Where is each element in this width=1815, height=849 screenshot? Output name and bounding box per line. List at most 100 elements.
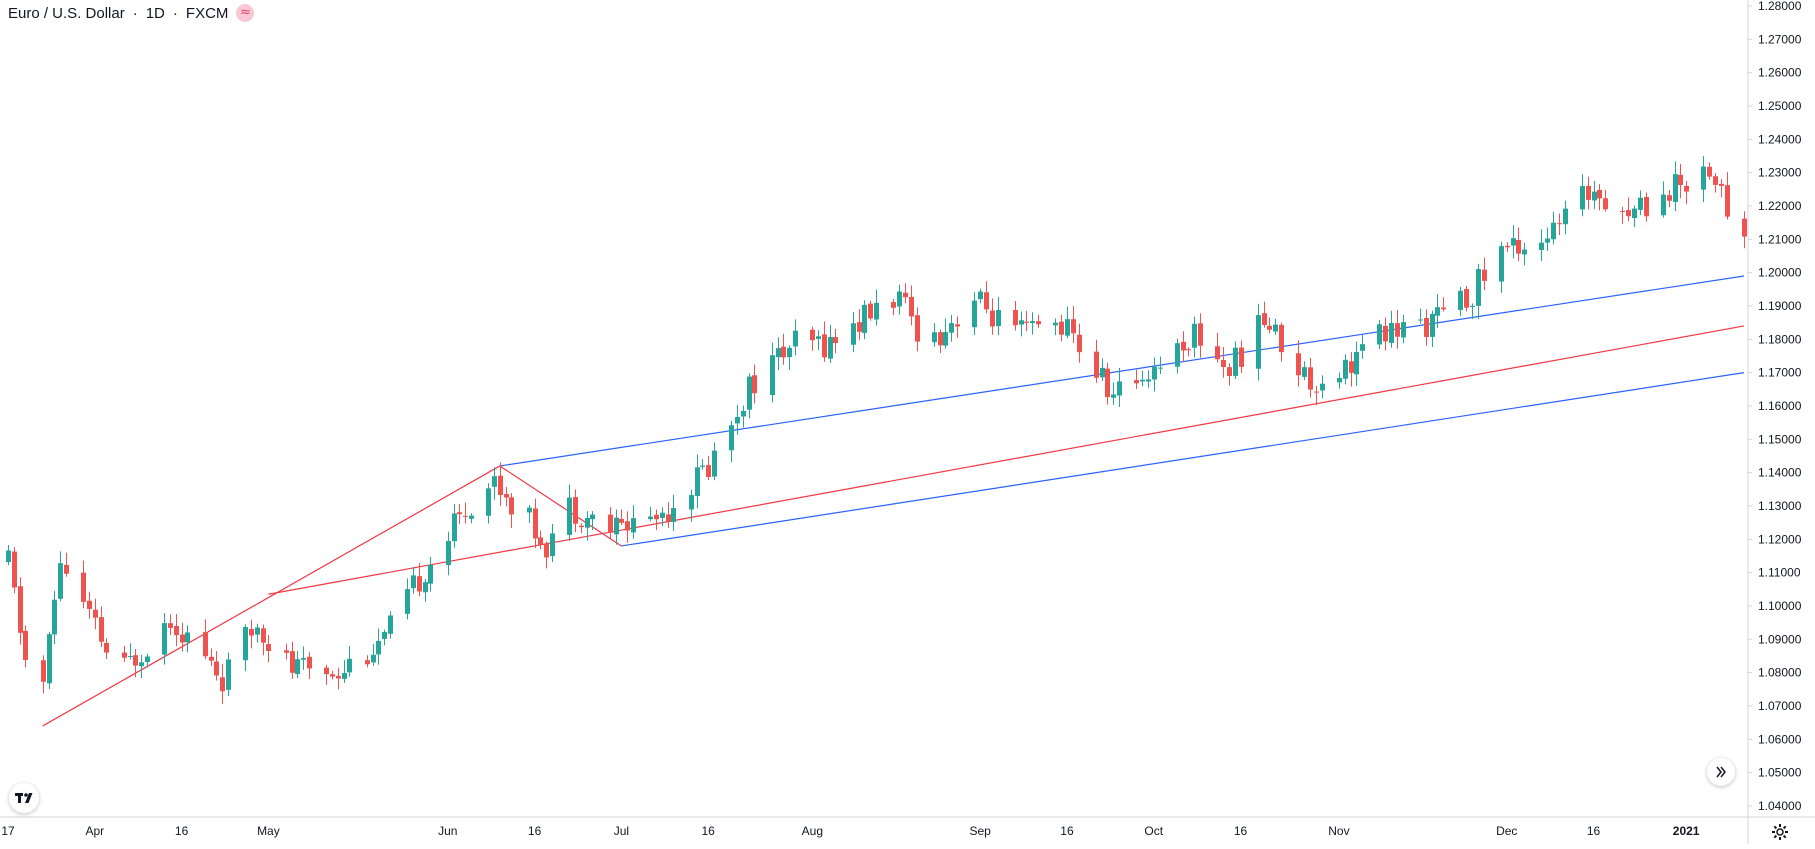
wave-icon[interactable]: ≈: [236, 4, 255, 22]
pitchfork-upper-line[interactable]: [499, 275, 1745, 467]
candle-body: [1719, 183, 1724, 186]
candle-body: [700, 465, 705, 467]
candle-body: [1100, 367, 1105, 378]
candle-up: [770, 342, 775, 403]
candle-body: [1349, 361, 1354, 373]
time-tick-label: Jul: [614, 824, 629, 838]
candle-up: [388, 611, 393, 639]
candle-body: [943, 332, 948, 346]
candle-up: [1522, 242, 1527, 266]
candle-body: [1678, 174, 1683, 186]
candle-up: [631, 505, 636, 539]
time-tick-label: 2021: [1673, 824, 1700, 838]
candle-up: [1100, 358, 1105, 382]
candle-up: [1053, 318, 1058, 336]
candle-down: [1742, 211, 1747, 249]
candle-down: [93, 598, 98, 630]
candle-body: [243, 627, 248, 661]
candle-down: [810, 326, 815, 351]
candle-body: [1065, 319, 1070, 336]
candle-up: [1320, 375, 1325, 399]
candle-up: [295, 651, 300, 679]
candle-body: [862, 304, 867, 333]
pitchfork-handle-a[interactable]: [42, 465, 501, 727]
candle-up: [1499, 241, 1504, 293]
pitchfork-median-line[interactable]: [268, 325, 1745, 595]
candle-body: [770, 355, 775, 396]
candle-up: [185, 625, 190, 653]
candle-up: [6, 545, 11, 566]
tradingview-logo-icon[interactable]: [9, 783, 39, 813]
candle-down: [1516, 227, 1521, 262]
candle-body: [735, 416, 740, 424]
candle-body: [405, 589, 410, 614]
interval-label[interactable]: 1D: [145, 4, 165, 22]
candle-down: [1059, 314, 1064, 342]
candle-up: [1511, 225, 1516, 259]
candle-body: [1516, 239, 1521, 254]
candle-up: [1592, 180, 1597, 210]
candle-down: [1024, 310, 1029, 332]
candle-up: [1019, 311, 1024, 337]
candle-body: [93, 609, 98, 618]
pitchfork-drawing[interactable]: [42, 275, 1745, 727]
candle-up: [58, 551, 63, 602]
candle-up: [1476, 263, 1481, 320]
time-tick-label: Aug: [802, 824, 823, 838]
candle-body: [1557, 223, 1562, 225]
candle-down: [1684, 180, 1689, 205]
candle-down: [752, 364, 757, 404]
candle-down: [1713, 173, 1718, 193]
candle-body: [1539, 242, 1544, 251]
gear-icon[interactable]: [1770, 822, 1790, 842]
candle-body: [509, 497, 514, 515]
candle-up: [1638, 190, 1643, 215]
candle-down: [1505, 242, 1510, 252]
candle-up: [1545, 227, 1550, 251]
candle-up: [371, 644, 376, 666]
price-tick-label: 1.04000: [1758, 799, 1802, 813]
candle-body: [1337, 377, 1342, 383]
candle-body: [1470, 305, 1475, 308]
price-tick-label: 1.23000: [1758, 166, 1802, 180]
pitchfork-lower-line[interactable]: [621, 372, 1745, 547]
candle-body: [1499, 246, 1504, 282]
candle-body: [64, 564, 69, 574]
candle-down: [625, 511, 630, 543]
candle-down: [1013, 301, 1018, 331]
candle-body: [255, 627, 260, 635]
candle-up: [689, 489, 694, 522]
scroll-to-realtime-button[interactable]: [1707, 758, 1735, 786]
candle-body: [1094, 351, 1099, 378]
candle-up: [787, 345, 792, 370]
candle-body: [903, 292, 908, 298]
pitchfork-handle-b[interactable]: [499, 465, 622, 547]
candle-down: [220, 664, 225, 704]
candle-body: [301, 658, 306, 660]
candle-body: [868, 303, 873, 319]
price-tick-label: 1.26000: [1758, 66, 1802, 80]
candle-body: [1592, 191, 1597, 201]
candle-body: [139, 662, 144, 667]
candle-body: [1140, 379, 1145, 382]
symbol-name[interactable]: Euro / U.S. Dollar: [8, 4, 125, 22]
candle-body: [671, 507, 676, 522]
time-tick-label: May: [257, 824, 280, 838]
time-tick-label: Jun: [438, 824, 457, 838]
candle-up: [1377, 320, 1382, 350]
candle-up: [978, 288, 983, 304]
candle-down: [1227, 363, 1232, 386]
candle-body: [625, 521, 630, 531]
candle-body: [180, 634, 185, 643]
price-tick-label: 1.11000: [1758, 566, 1801, 580]
candle-down: [1441, 297, 1446, 312]
candle-body: [336, 675, 341, 679]
candle-down: [1725, 172, 1730, 220]
candle-up: [226, 652, 231, 697]
candle-body: [1673, 174, 1678, 203]
candle-down: [1557, 213, 1562, 236]
candle-up: [648, 506, 653, 522]
candle-down: [1215, 332, 1220, 363]
